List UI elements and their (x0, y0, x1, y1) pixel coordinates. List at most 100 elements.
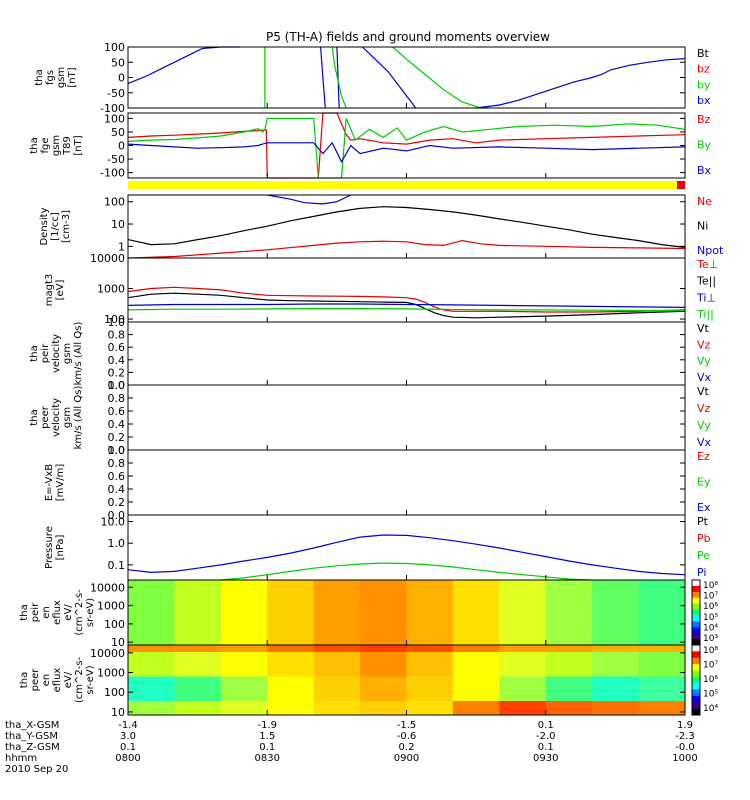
y-label-line: km/s (All Qs) (73, 322, 84, 386)
legend-entry: bz (697, 63, 710, 76)
orbit-row-label: tha_Z-GSM (5, 742, 60, 753)
y-tick-label: -100 (100, 102, 125, 115)
series-line (127, 303, 686, 308)
legend-entry: Pe (697, 549, 710, 562)
legend-entry: Ez (697, 450, 710, 463)
series-line (476, 58, 686, 109)
y-tick-label: 0.8 (108, 329, 126, 342)
colorbar-cell (692, 645, 700, 652)
y-tick-label: 1.0 (108, 379, 126, 392)
colorbar-label: 10⁵ (703, 613, 718, 623)
legend-entry: Ti|| (696, 308, 714, 321)
y-label-line: velocity (51, 334, 62, 373)
legend-entry: Bt (697, 47, 710, 60)
y-tick-label: 0.0 (108, 379, 126, 392)
y-label-line: eflux (52, 600, 63, 625)
legend-entry: Ti⊥ (696, 291, 716, 304)
y-tick-label: 0.6 (108, 470, 126, 483)
y-tick-label: 1000 (97, 667, 125, 680)
colorbar-cell (692, 639, 700, 646)
series-line (127, 141, 686, 164)
y-label-line: gsm (62, 407, 73, 428)
y-label: Density [1/cc] [cm-3] (39, 207, 72, 245)
legend-entry: Vt (697, 385, 710, 398)
y-label: Pressure [nPa] (44, 526, 66, 569)
y-tick-label: 100 (104, 196, 125, 209)
y-tick-label: 0.6 (108, 341, 126, 354)
heatmap-cell (267, 580, 315, 646)
y-tick-label: 100 (104, 112, 125, 125)
series-line (336, 46, 340, 109)
series-line (320, 46, 326, 109)
heatmap-cell (406, 580, 454, 646)
legend-entry: Vx (697, 371, 712, 384)
y-label-line: peer (40, 405, 51, 429)
y-label-line: (cm^2-s- (74, 656, 85, 703)
colorbar-label: 10⁷ (703, 661, 718, 671)
series-line (392, 46, 491, 109)
heatmap-cell (174, 676, 222, 702)
orbit-row-value: 1.5 (259, 731, 275, 742)
y-tick-label: 10 (111, 218, 125, 231)
heatmap-cell (174, 652, 222, 677)
heatmap-cell (313, 645, 361, 653)
y-label-line: tha (19, 604, 30, 620)
y-label-line: (cm^2-s- (74, 589, 85, 636)
colorbar-cell (692, 676, 700, 684)
y-tick-label: 10000 (90, 581, 125, 594)
orbit-row-value: -1.4 (118, 720, 138, 731)
orbit-row-value: -2.0 (536, 731, 556, 742)
y-label-line: eV/ (63, 604, 74, 621)
y-tick-label: 0.4 (108, 354, 126, 367)
panel-peer-spectrogram: 10⁸ 10⁷ 10⁶ 10⁵ 10⁴ 10000 1000 100 10 tha peer en ef… (19, 644, 718, 719)
panel-pressure: 10.0 1.0 0.1 Pressure [nPa] Pt Pb Pe Pi (44, 514, 711, 581)
y-tick-label: 0.2 (108, 366, 126, 379)
y-tick-label: 0.0 (108, 444, 126, 457)
y-tick-label: 0.4 (108, 418, 126, 431)
legend-entry: Te|| (696, 275, 716, 288)
heatmap-cell (313, 652, 361, 677)
panel-fgs: 100 50 0 -50 -100 tha fgs gsm [nT] Bt bz by bx (34, 41, 711, 115)
series-line (127, 286, 686, 313)
orbit-row-value: -1.9 (257, 720, 277, 731)
y-label-line: peir (30, 602, 41, 622)
series-line (127, 206, 686, 248)
panel-frame (127, 321, 686, 386)
heatmap-cell (452, 701, 500, 716)
panel-frame (127, 514, 686, 581)
heatmap-cell (174, 580, 222, 646)
y-label-line: [nT] (73, 135, 84, 155)
legend-entry: Vy (697, 355, 711, 368)
y-label: tha peir velocity gsm km/s (All Qs) (29, 322, 84, 386)
colorbar-cell (692, 615, 700, 622)
legend-entry: Te⊥ (696, 258, 718, 271)
legend-entry: Vy (697, 419, 711, 432)
y-tick-label: 0.8 (108, 457, 126, 470)
status-bar (128, 181, 677, 189)
orbit-row-value: 3.0 (120, 731, 136, 742)
colorbar-cell (692, 670, 700, 678)
colorbar-cell (692, 621, 700, 628)
y-label-line: en (41, 606, 52, 619)
heatmap-cell (545, 701, 593, 716)
heatmap-cell (220, 652, 268, 677)
colorbar-label: 10³ (703, 634, 718, 644)
date-label: 2010 Sep 20 (5, 764, 68, 775)
y-tick-label: -50 (107, 153, 125, 166)
heatmap-cell (267, 676, 315, 702)
y-label: tha fge gsm T89 [nT] (29, 135, 84, 156)
y-label-line: T89 (62, 136, 73, 156)
heatmap-cell (545, 580, 593, 646)
y-tick-label: 50 (111, 126, 125, 139)
colorbar-cell (692, 627, 700, 634)
panel-density: 100 10 1 Density [1/cc] [cm-3] Ne Ni Npot (39, 194, 724, 259)
orbit-row-label: tha_X-GSM (5, 720, 59, 731)
colorbar-cell (692, 609, 700, 616)
y-label-line: tha (29, 409, 40, 425)
legend-entry: Npot (697, 244, 724, 257)
y-label-line: [mV/m] (55, 464, 66, 502)
legend-entry: Ni (697, 220, 708, 233)
colorbar-label: 10⁴ (703, 623, 718, 633)
